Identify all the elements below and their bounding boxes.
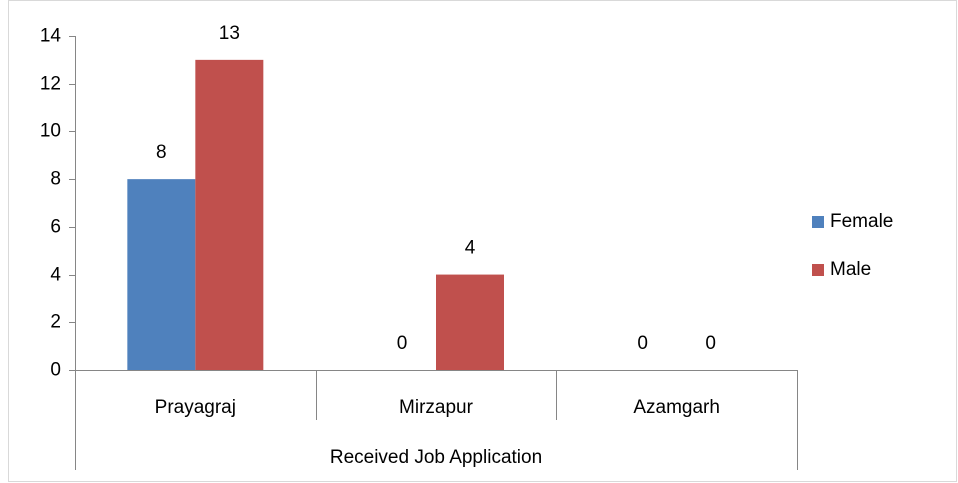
data-label: 8: [156, 142, 167, 163]
y-tick-label: 10: [40, 121, 61, 142]
x-tick-label: Mirzapur: [399, 397, 474, 418]
y-tick-label: 8: [50, 169, 61, 190]
x-tick-label: Azamgarh: [633, 397, 720, 418]
y-tick-label: 4: [50, 265, 61, 286]
legend-label: Female: [830, 211, 893, 232]
y-tick-label: 12: [40, 74, 61, 95]
legend-label: Male: [830, 259, 871, 280]
bar: [195, 59, 264, 370]
data-label: 4: [465, 238, 476, 259]
bar: [436, 274, 504, 370]
y-tick-label: 0: [50, 360, 61, 381]
y-tick-label: 14: [40, 26, 62, 47]
legend-swatch: [812, 264, 824, 276]
bar: [127, 179, 196, 370]
data-label: 0: [637, 333, 648, 354]
x-tick-label: Prayagraj: [155, 397, 236, 418]
data-label: 0: [705, 333, 716, 354]
legend-swatch: [812, 216, 824, 228]
y-tick-label: 6: [50, 217, 61, 238]
x-axis-label: Received Job Application: [330, 447, 542, 468]
data-label: 13: [219, 23, 240, 44]
data-label: 0: [397, 333, 408, 354]
y-tick-label: 2: [50, 312, 61, 333]
